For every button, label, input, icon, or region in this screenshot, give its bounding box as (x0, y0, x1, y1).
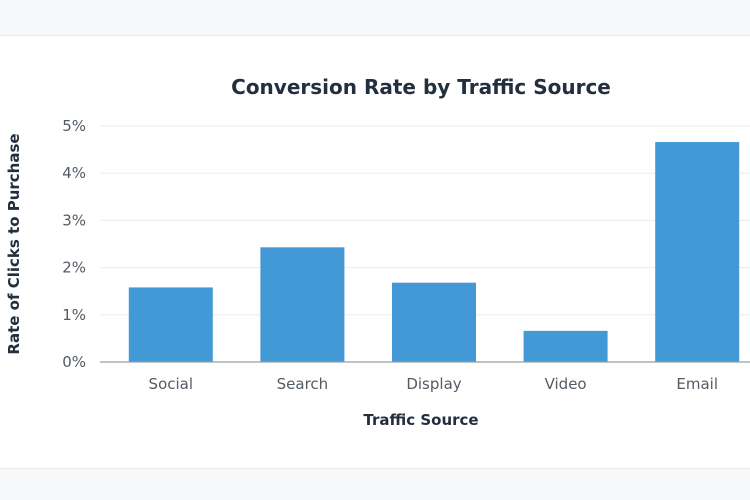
bars (128, 142, 740, 362)
y-tick-label: 4% (62, 164, 86, 182)
x-tick-label: Display (406, 375, 461, 393)
x-axis-ticks: Social Search Display Video Email (149, 375, 718, 393)
y-axis-ticks: 0% 1% 2% 3% 4% 5% (62, 117, 86, 371)
x-tick-label: Social (149, 375, 193, 393)
bar-search[interactable] (260, 247, 345, 362)
x-tick-label: Search (277, 375, 329, 393)
y-tick-label: 5% (62, 117, 86, 135)
y-tick-label: 0% (62, 353, 86, 371)
y-axis-label: Rate of Clicks to Purchase (5, 133, 23, 354)
x-tick-label: Email (676, 375, 718, 393)
x-tick-label: Video (545, 375, 587, 393)
chart-title: Conversion Rate by Traffic Source (231, 75, 611, 99)
bar-display[interactable] (392, 282, 476, 362)
y-tick-label: 2% (62, 259, 86, 277)
x-axis-label: Traffic Source (363, 411, 478, 429)
bar-social[interactable] (128, 287, 213, 362)
bar-video[interactable] (523, 330, 608, 362)
chart-card (0, 35, 750, 469)
y-tick-label: 1% (62, 306, 86, 324)
bar-email[interactable] (655, 142, 740, 362)
y-tick-label: 3% (62, 211, 86, 229)
